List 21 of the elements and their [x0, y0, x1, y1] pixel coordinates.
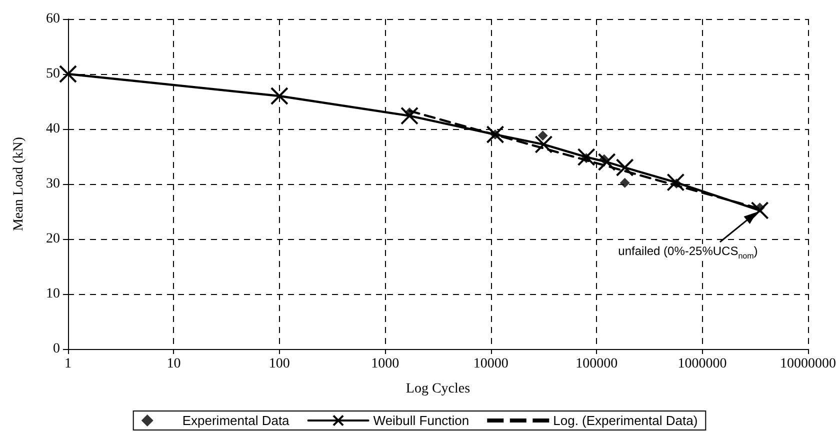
x-axis-title: Log Cycles	[406, 382, 470, 396]
x-tick-label: 10	[166, 356, 181, 372]
y-tick-label: 50	[46, 66, 60, 82]
y-tick-label: 0	[53, 342, 60, 356]
x-tick-label: 100	[268, 356, 290, 372]
y-tick-label: 20	[46, 232, 60, 246]
legend-label: Experimental Data	[182, 413, 290, 428]
x-tick-label: 1000	[371, 356, 400, 372]
annotation: unfailed (0%-25%UCS$_{nom}$)	[616, 244, 760, 260]
legend-label: Log. (Experimental Data)	[553, 413, 698, 428]
y-axis-title: Mean Load (kN)	[12, 136, 26, 232]
x-tick-label: 100000	[576, 356, 618, 372]
y-tick-label: 40	[46, 122, 60, 136]
x-tick-label: 10000000	[780, 356, 836, 372]
x-tick-label: 1000000	[678, 356, 727, 372]
x-tick-label: 1	[64, 356, 72, 372]
legend-label: Weibull Function	[373, 413, 470, 428]
y-tick-label: 10	[46, 286, 60, 302]
y-tick-label: 30	[46, 176, 60, 192]
y-tick-label: 60	[46, 12, 60, 26]
x-tick-label: 10000	[473, 356, 508, 372]
